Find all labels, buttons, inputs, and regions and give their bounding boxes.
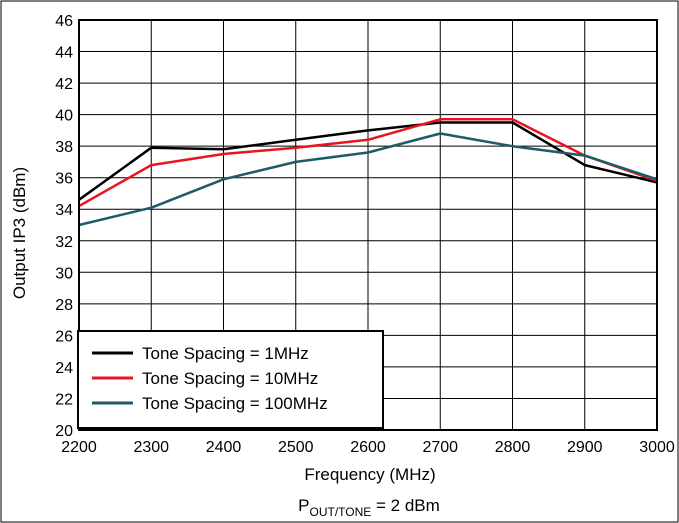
y-tick-label-28: 28	[55, 297, 73, 314]
x-tick-label-2400: 2400	[206, 439, 242, 456]
x-tick-label-2800: 2800	[495, 439, 531, 456]
condition-subscript: OUT/TONE	[310, 505, 372, 519]
series-line-10mhz	[78, 118, 658, 208]
y-tick-label-46: 46	[55, 13, 73, 30]
x-tick-labels: 2200 2300 2400 2500 2600 2700 2800 2900 3000	[61, 439, 675, 456]
series-line-1mhz	[78, 121, 658, 201]
x-tick-label-2600: 2600	[350, 439, 386, 456]
y-tick-label-24: 24	[55, 360, 73, 377]
y-tick-label-38: 38	[55, 139, 73, 156]
x-tick-label-2900: 2900	[567, 439, 603, 456]
y-axis-label: Output IP3 (dBm)	[10, 167, 29, 299]
y-tick-label-32: 32	[55, 234, 73, 251]
y-tick-label-42: 42	[55, 76, 73, 93]
legend-label-10mhz: Tone Spacing = 10MHz	[142, 369, 318, 388]
x-tick-label-2700: 2700	[422, 439, 458, 456]
y-tick-label-20: 20	[55, 423, 73, 440]
y-tick-label-36: 36	[55, 171, 73, 188]
x-axis-label: Frequency (MHz)	[304, 465, 435, 484]
series-line-100mhz	[78, 132, 658, 227]
x-tick-label-2500: 2500	[278, 439, 314, 456]
legend-label-1mhz: Tone Spacing = 1MHz	[142, 344, 309, 363]
plot-area-border	[78, 19, 658, 431]
y-tick-label-26: 26	[55, 328, 73, 345]
x-tick-label-2200: 2200	[61, 439, 97, 456]
condition-note: POUT/TONE = 2 dBm	[298, 496, 440, 519]
y-tick-labels: 20 22 24 26 28 30 32 34 36 38 40 42 44 46	[55, 13, 73, 440]
y-tick-label-34: 34	[55, 202, 73, 219]
legend-label-100mhz: Tone Spacing = 100MHz	[142, 394, 328, 413]
condition-suffix: = 2 dBm	[371, 496, 440, 515]
y-tick-label-22: 22	[55, 391, 73, 408]
y-tick-label-44: 44	[55, 45, 73, 62]
legend: Tone Spacing = 1MHz Tone Spacing = 10MHz…	[77, 330, 384, 429]
condition-prefix: P	[298, 496, 309, 515]
x-tick-label-2300: 2300	[133, 439, 169, 456]
series-lines	[78, 118, 658, 227]
y-tick-label-40: 40	[55, 108, 73, 125]
y-tick-label-30: 30	[55, 265, 73, 282]
x-tick-label-3000: 3000	[639, 439, 675, 456]
